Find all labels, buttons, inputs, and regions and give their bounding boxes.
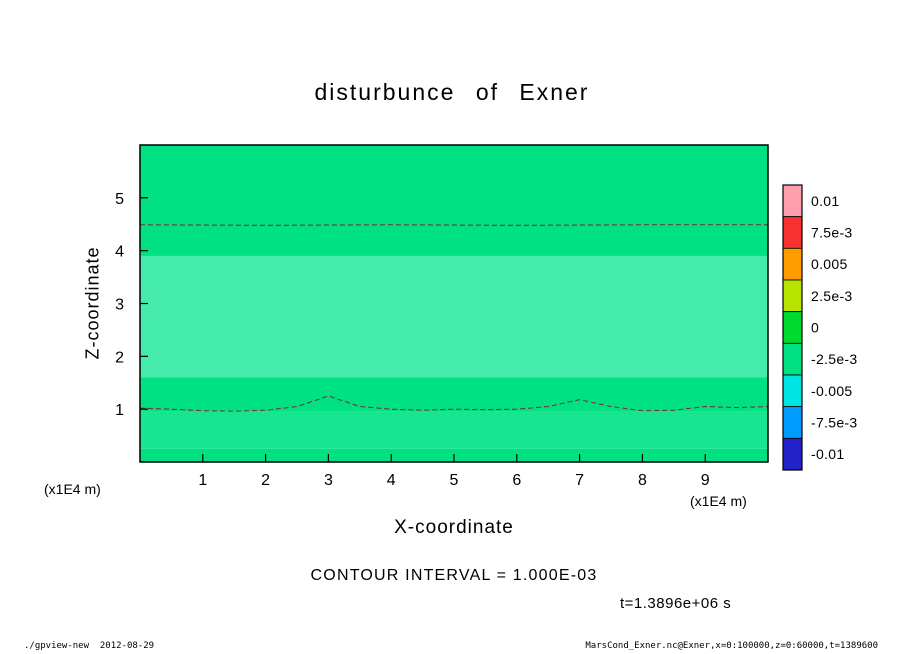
y-axis-label: Z-coordinate <box>82 246 103 360</box>
z-tick-label: 5 <box>115 191 124 208</box>
colorbar-label: -2.5e-3 <box>811 351 857 367</box>
x-tick-label: 2 <box>261 472 270 489</box>
contour-line <box>139 395 769 412</box>
colorbar-cell <box>782 437 803 471</box>
contour-line <box>139 224 768 226</box>
colorbar-label: -0.01 <box>811 446 844 462</box>
colorbar-label: 2.5e-3 <box>811 288 853 304</box>
footer-dataset-info: MarsCond_Exner.nc@Exner,x=0:100000,z=0:6… <box>585 641 878 651</box>
z-axis-unit: (x1E4 m) <box>44 481 101 497</box>
x-axis-label: X-coordinate <box>394 517 514 538</box>
colorbar-label: 0.005 <box>811 256 848 272</box>
footer-program-stamp: ./gpview-new 2012-08-29 <box>24 641 155 651</box>
contour-interval-label: CONTOUR INTERVAL = 1.000E-03 <box>310 567 598 584</box>
colorbar-cell <box>782 279 803 313</box>
shaded-band <box>140 255 768 378</box>
x-tick-label: 8 <box>638 472 647 489</box>
z-tick-label: 4 <box>115 244 124 261</box>
x-axis-unit: (x1E4 m) <box>690 493 747 509</box>
shaded-band <box>140 377 768 412</box>
x-tick-label: 5 <box>450 472 459 489</box>
x-tick-label: 7 <box>575 472 584 489</box>
colorbar-cell <box>782 216 803 249</box>
z-tick-label: 2 <box>115 349 124 366</box>
colorbar-cell <box>782 374 803 408</box>
x-tick-label: 6 <box>512 472 521 489</box>
colorbar-frame <box>782 184 803 471</box>
colorbar-label: -7.5e-3 <box>811 415 857 431</box>
colorbar-cell <box>782 311 803 344</box>
colorbar-cell <box>782 247 803 281</box>
colorbar-cell <box>782 342 803 376</box>
colorbar-cell <box>782 406 803 439</box>
shaded-band <box>140 411 768 449</box>
shaded-band <box>140 145 768 256</box>
colorbar-label: 0 <box>811 320 819 336</box>
x-tick-label: 3 <box>324 472 333 489</box>
colorbar-label: -0.005 <box>811 383 853 399</box>
colorbar-label: 7.5e-3 <box>811 225 853 241</box>
colorbar-label: 0.01 <box>811 193 839 209</box>
x-tick-label: 9 <box>701 472 710 489</box>
chart-title: disturbunce of Exner <box>314 79 590 105</box>
x-tick-label: 4 <box>387 472 396 489</box>
time-label: t=1.3896e+06 s <box>620 595 732 612</box>
z-tick-label: 3 <box>115 297 124 314</box>
z-tick-label: 1 <box>115 402 124 419</box>
colorbar-cell <box>782 184 803 218</box>
x-tick-label: 1 <box>198 472 207 489</box>
